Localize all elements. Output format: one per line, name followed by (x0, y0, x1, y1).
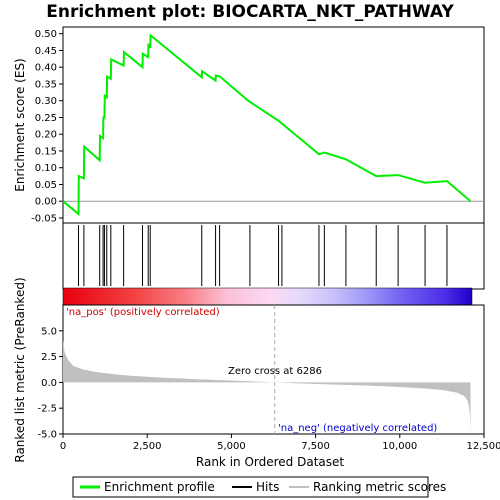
rank-y-tick-label: -5.0 (37, 430, 57, 441)
es-axis-title: Enrichment score (ES) (13, 58, 27, 191)
x-tick-label: 7,500 (301, 441, 330, 452)
es-y-tick-label: 0.10 (35, 163, 57, 174)
rank-y-tick-label: 2.5 (41, 352, 57, 363)
es-y-tick-label: 0.00 (35, 197, 57, 208)
es-panel-frame (62, 26, 485, 224)
x-tick-label: 10,000 (382, 441, 417, 452)
hits-panel-frame (62, 222, 485, 290)
es-y-tick-label: 0.35 (35, 79, 57, 90)
enrichment-profile-line (62, 33, 472, 217)
es-y-tick-label: 0.20 (35, 130, 57, 141)
es-y-tick-label: 0.05 (35, 180, 57, 191)
es-y-tick-label: 0.25 (35, 113, 57, 124)
rank-y-tick-label: 5.0 (41, 326, 57, 337)
es-y-tick-label: 0.30 (35, 96, 57, 107)
rank-y-tick-label: 0.0 (41, 378, 57, 389)
es-y-tick-label: 0.45 (35, 46, 57, 57)
x-tick-label: 5,000 (217, 441, 246, 452)
x-tick-label: 0 (60, 441, 66, 452)
x-axis-title: Rank in Ordered Dataset (196, 455, 344, 469)
rank-y-tick-label: -2.5 (37, 404, 57, 415)
ranking-metric-area (63, 340, 471, 430)
legend-hits-label: Hits (256, 480, 279, 494)
legend: Enrichment profile Hits Ranking metric s… (72, 476, 446, 498)
zero-cross-label: Zero cross at 6286 (228, 366, 322, 377)
x-tick-label: 12,500 (467, 441, 500, 452)
neg-correlated-label: 'na_neg' (negatively correlated) (278, 423, 437, 434)
es-y-tick-label: 0.15 (35, 146, 57, 157)
legend-enrichment-label: Enrichment profile (104, 480, 215, 494)
legend-ranking-label: Ranking metric scores (313, 480, 446, 494)
pos-correlated-label: 'na_pos' (positively correlated) (66, 307, 220, 318)
es-y-tick-label: 0.50 (35, 29, 57, 40)
chart-title: Enrichment plot: BIOCARTA_NKT_PATHWAY (46, 2, 454, 22)
rank-color-bar (62, 287, 473, 306)
rank-panel-frame (62, 304, 485, 435)
rank-axis-title: Ranked list metric (PreRanked) (13, 277, 27, 462)
es-y-tick-label: -0.05 (31, 213, 57, 224)
x-tick-label: 2,500 (133, 441, 162, 452)
es-y-tick-label: 0.40 (35, 63, 57, 74)
